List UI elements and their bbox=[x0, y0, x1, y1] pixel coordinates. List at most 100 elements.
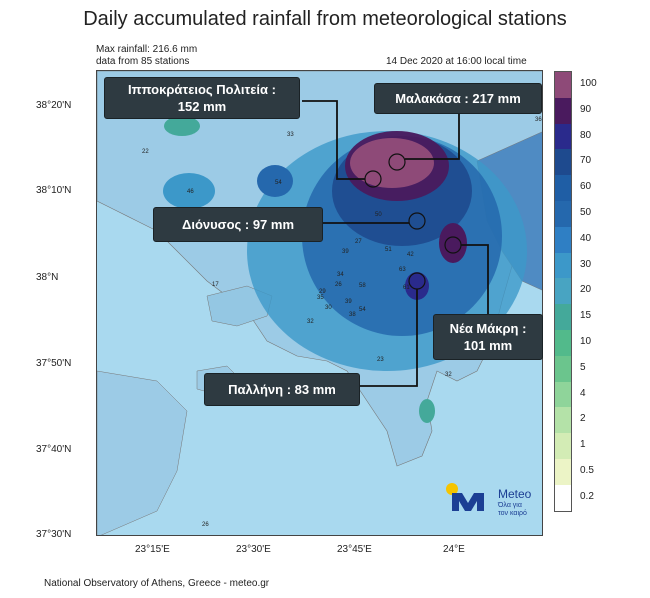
callout-malakasa: Μαλακάσα : 217 mm bbox=[374, 83, 542, 114]
max-rainfall-text: Max rainfall: 216.6 mm bbox=[96, 44, 198, 55]
callout-nea-makri-name: Νέα Μάκρη : bbox=[449, 321, 527, 336]
station-value: 46 bbox=[187, 189, 194, 195]
legend-swatch bbox=[555, 226, 571, 253]
lat-label: 37°50'N bbox=[36, 358, 72, 369]
legend-level-label: 15 bbox=[580, 310, 592, 322]
callout-malakasa-text: Μαλακάσα : 217 mm bbox=[395, 91, 521, 106]
legend-swatch bbox=[555, 175, 571, 201]
legend-level-label: 50 bbox=[580, 206, 592, 218]
logo-name: Meteo bbox=[498, 487, 532, 501]
lat-label: 37°30'N bbox=[36, 529, 72, 540]
station-value: 50 bbox=[375, 212, 382, 218]
map-canvas: 3322465436173750273934263539322332265851… bbox=[97, 71, 542, 535]
legend-swatch bbox=[555, 381, 571, 408]
legend-swatch bbox=[555, 433, 571, 459]
station-value: 51 bbox=[385, 247, 392, 253]
rain-zone-west bbox=[163, 173, 215, 209]
station-value: 42 bbox=[407, 252, 414, 258]
callout-dionysos-text: Διόνυσος : 97 mm bbox=[181, 217, 295, 232]
station-marker-dionysos bbox=[408, 212, 426, 230]
station-value: 30 bbox=[325, 305, 332, 311]
legend-level-label: 4 bbox=[580, 387, 586, 399]
legend-swatch bbox=[555, 304, 571, 330]
station-value: 39 bbox=[342, 249, 349, 255]
station-value: 58 bbox=[359, 283, 366, 289]
callout-nea-makri-value: 101 mm bbox=[463, 338, 513, 353]
legend-swatch bbox=[555, 200, 571, 227]
leader-ippokrateios bbox=[302, 100, 365, 180]
meteo-logo bbox=[446, 483, 484, 511]
salamina-island bbox=[206, 285, 273, 327]
legend-level-label: 40 bbox=[580, 232, 592, 244]
station-value: 26 bbox=[335, 282, 342, 288]
legend-level-label: 30 bbox=[580, 258, 592, 270]
station-value: 35 bbox=[317, 295, 324, 301]
legend-level-label: 0.2 bbox=[580, 490, 594, 502]
peloponnese-coast bbox=[97, 370, 188, 535]
lon-label: 23°15'E bbox=[135, 544, 170, 555]
station-value: 61 bbox=[403, 285, 410, 291]
rain-zone-100 bbox=[350, 138, 434, 188]
station-value: 26 bbox=[202, 522, 209, 528]
rain-zone-green-south bbox=[419, 399, 435, 423]
rainfall-map: 3322465436173750273934263539322332265851… bbox=[96, 70, 543, 536]
legend-level-label: 10 bbox=[580, 335, 592, 347]
callout-ippokrateios-name: Ιπποκράτειος Πολιτεία : bbox=[128, 82, 276, 97]
lat-label: 38°20'N bbox=[36, 100, 72, 111]
datetime-text: 14 Dec 2020 at 16:00 local time bbox=[386, 56, 527, 67]
rain-zone-dark-west bbox=[257, 165, 293, 197]
legend-level-label: 70 bbox=[580, 155, 592, 167]
legend-swatch bbox=[555, 484, 571, 511]
lon-label: 23°30'E bbox=[236, 544, 271, 555]
stations-count-text: data from 85 stations bbox=[96, 56, 190, 67]
station-value: 38 bbox=[349, 312, 356, 318]
legend-swatch bbox=[555, 458, 571, 485]
station-value: 32 bbox=[307, 319, 314, 325]
legend-swatch bbox=[555, 278, 571, 305]
legend-swatch bbox=[555, 355, 571, 382]
legend-level-label: 5 bbox=[580, 361, 586, 373]
rain-zone-green bbox=[164, 116, 200, 136]
leader-malakasa bbox=[405, 114, 460, 160]
callout-dionysos: Διόνυσος : 97 mm bbox=[153, 207, 323, 242]
legend-level-label: 90 bbox=[580, 103, 592, 115]
leader-nea-makri bbox=[461, 244, 489, 316]
callout-pallini-text: Παλλήνη : 83 mm bbox=[228, 382, 336, 397]
station-values: 3322465436173750273934263539322332265851… bbox=[142, 117, 542, 528]
legend-swatch bbox=[555, 329, 571, 356]
station-value: 34 bbox=[337, 272, 344, 278]
station-marker-malakasa bbox=[388, 153, 406, 171]
station-value: 22 bbox=[142, 149, 149, 155]
leader-pallini bbox=[360, 289, 418, 387]
station-value: 32 bbox=[445, 372, 452, 378]
rain-zone-pallini bbox=[405, 272, 429, 300]
legend-swatch bbox=[555, 252, 571, 279]
legend-swatch bbox=[555, 149, 571, 176]
lon-label: 23°45'E bbox=[337, 544, 372, 555]
legend-level-label: 1 bbox=[580, 439, 586, 451]
station-value: 27 bbox=[355, 239, 362, 245]
callout-pallini: Παλλήνη : 83 mm bbox=[204, 373, 360, 406]
legend-swatch bbox=[555, 97, 571, 124]
legend-level-label: 0.5 bbox=[580, 464, 594, 476]
legend-swatch bbox=[555, 407, 571, 434]
legend-level-label: 2 bbox=[580, 413, 586, 425]
callout-nea-makri: Νέα Μάκρη : 101 mm bbox=[433, 314, 543, 360]
logo-tagline: Όλα για τον καιρό bbox=[498, 502, 527, 518]
legend-level-label: 20 bbox=[580, 284, 592, 296]
station-value: 23 bbox=[377, 357, 384, 363]
legend-level-label: 100 bbox=[580, 77, 597, 89]
lat-label: 37°40'N bbox=[36, 444, 72, 455]
callout-ippokrateios: Ιπποκράτειος Πολιτεία : 152 mm bbox=[104, 77, 300, 119]
lon-label: 24°E bbox=[443, 544, 465, 555]
station-value: 17 bbox=[212, 282, 219, 288]
legend-swatch bbox=[555, 72, 571, 98]
station-value: 39 bbox=[345, 299, 352, 305]
map-title: Daily accumulated rainfall from meteorol… bbox=[83, 8, 567, 30]
logo-tagline-2: τον καιρό bbox=[498, 510, 527, 517]
station-value: 54 bbox=[275, 180, 282, 186]
station-value: 54 bbox=[359, 307, 366, 313]
station-value: 29 bbox=[319, 289, 326, 295]
legend-level-label: 80 bbox=[580, 129, 592, 141]
sun-icon bbox=[446, 483, 458, 495]
